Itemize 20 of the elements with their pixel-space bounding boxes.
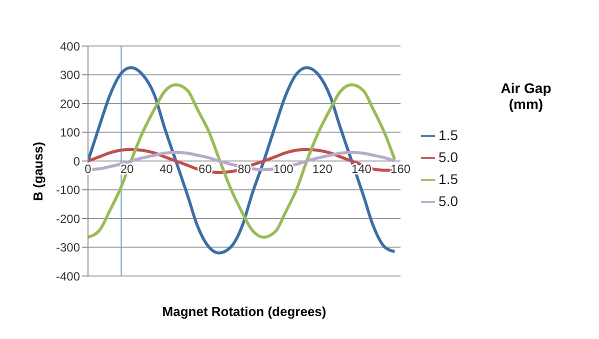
y-tick-label: -300 <box>56 240 80 255</box>
x-axis-title: Magnet Rotation (degrees) <box>162 304 326 319</box>
legend-label: 5.0 <box>438 149 458 165</box>
y-tick-label: -400 <box>56 269 80 284</box>
legend-label: 1.5 <box>438 127 458 143</box>
x-tick-label: 100 <box>273 162 294 176</box>
x-tick-label: 120 <box>312 162 333 176</box>
y-tick-label: 200 <box>60 96 80 111</box>
x-tick-label: 80 <box>238 162 252 176</box>
y-tick-label: 100 <box>60 126 80 140</box>
y-tick-label: 400 <box>60 39 80 54</box>
y-tick-label: 300 <box>60 68 80 82</box>
x-tick-label: 40 <box>159 162 174 176</box>
x-tick-label: 160 <box>390 162 411 176</box>
y-axis-title: B (gauss) <box>30 142 46 201</box>
y-tick-label: -200 <box>56 212 80 226</box>
legend-label: 1.5 <box>438 171 458 187</box>
legend-label: 5.0 <box>438 193 458 209</box>
y-tick-label: -100 <box>56 183 80 198</box>
legend-title: Air Gap (mm) <box>500 80 552 112</box>
